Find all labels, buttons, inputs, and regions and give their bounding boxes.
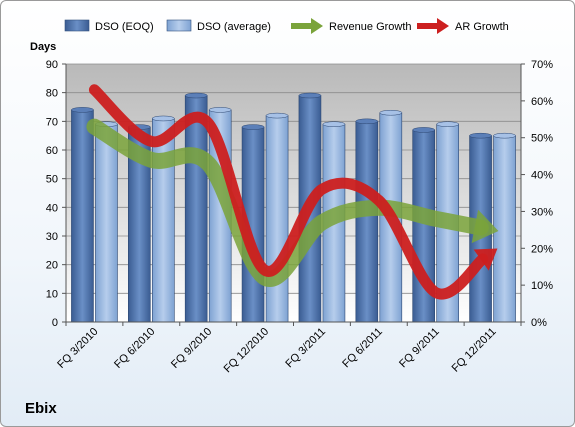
legend-label-1: DSO (average) [197, 21, 271, 33]
x-tick-label-3: FQ 12/2010 [222, 326, 272, 376]
bar-top-1-3 [265, 112, 289, 119]
y-tick-label-8: 80 [46, 88, 58, 100]
legend-arrow-2 [311, 18, 323, 34]
x-tick-label-5: FQ 6/2011 [340, 326, 385, 371]
bar-top-1-5 [379, 109, 403, 116]
bar-top-0-0 [71, 107, 94, 113]
x-tick-label-7: FQ 12/2011 [450, 326, 499, 375]
series-line-0 [86, 118, 489, 287]
legend-label-3: AR Growth [455, 21, 509, 33]
y2-tick-label-6: 60% [531, 96, 553, 108]
bar-top-0-3 [241, 124, 265, 130]
x-tick-label-2: FQ 9/2010 [169, 326, 214, 371]
legend-swatch-0 [64, 19, 90, 32]
y-tick-label-3: 30 [46, 231, 58, 243]
y2-tick-label-0: 0% [531, 317, 547, 329]
bar-1-7 [493, 135, 516, 323]
bar-1-0 [95, 123, 118, 323]
y-tick-label-2: 20 [46, 260, 58, 272]
x-tick-label-4: FQ 3/2011 [283, 326, 328, 371]
y-tick-label-5: 50 [46, 174, 58, 186]
x-tick-label-0: FQ 3/2010 [55, 326, 100, 371]
bar-top-1-2 [208, 107, 232, 113]
series-line-1 [88, 84, 489, 300]
series-arrowhead-0 [471, 209, 499, 244]
bar-1-1 [152, 118, 175, 323]
bar-top-0-6 [412, 127, 435, 133]
bar-top-0-4 [298, 92, 322, 99]
y-tick-label-4: 40 [46, 202, 58, 214]
bar-0-5 [355, 121, 379, 323]
bar-top-0-5 [355, 118, 379, 125]
bar-top-1-1 [152, 115, 175, 122]
y2-tick-label-5: 50% [531, 133, 553, 145]
y2-tick-label-4: 40% [531, 170, 553, 182]
y2-tick-label-3: 30% [531, 206, 553, 218]
legend-label-0: DSO (EOQ) [95, 21, 154, 33]
y-tick-label-0: 0 [52, 317, 58, 329]
company-name: Ebix [25, 400, 57, 417]
x-tick-label-1: FQ 6/2010 [112, 326, 157, 371]
y-tick-label-9: 90 [46, 59, 58, 71]
y-tick-label-7: 70 [46, 116, 58, 128]
series-arrowhead-1 [473, 248, 498, 271]
bar-top-1-6 [436, 121, 459, 127]
legend-arrow-3 [437, 18, 449, 34]
bar-0-2 [184, 95, 208, 323]
bar-top-1-4 [322, 121, 346, 127]
y-tick-label-1: 10 [46, 288, 58, 300]
x-tick-label-6: FQ 9/2011 [397, 326, 442, 371]
bar-0-0 [71, 109, 94, 323]
bar-top-0-7 [469, 132, 492, 139]
bar-top-0-2 [184, 92, 208, 99]
bar-1-3 [265, 115, 289, 323]
y-axis-label: Days [30, 41, 57, 53]
y2-tick-label-7: 70% [531, 59, 553, 71]
y-tick-label-6: 60 [46, 145, 58, 157]
legend-swatch-1 [166, 19, 192, 32]
y2-tick-label-1: 10% [531, 280, 553, 292]
y2-tick-label-2: 20% [531, 243, 553, 255]
bar-top-1-7 [493, 132, 516, 139]
legend-label-2: Revenue Growth [329, 21, 412, 33]
